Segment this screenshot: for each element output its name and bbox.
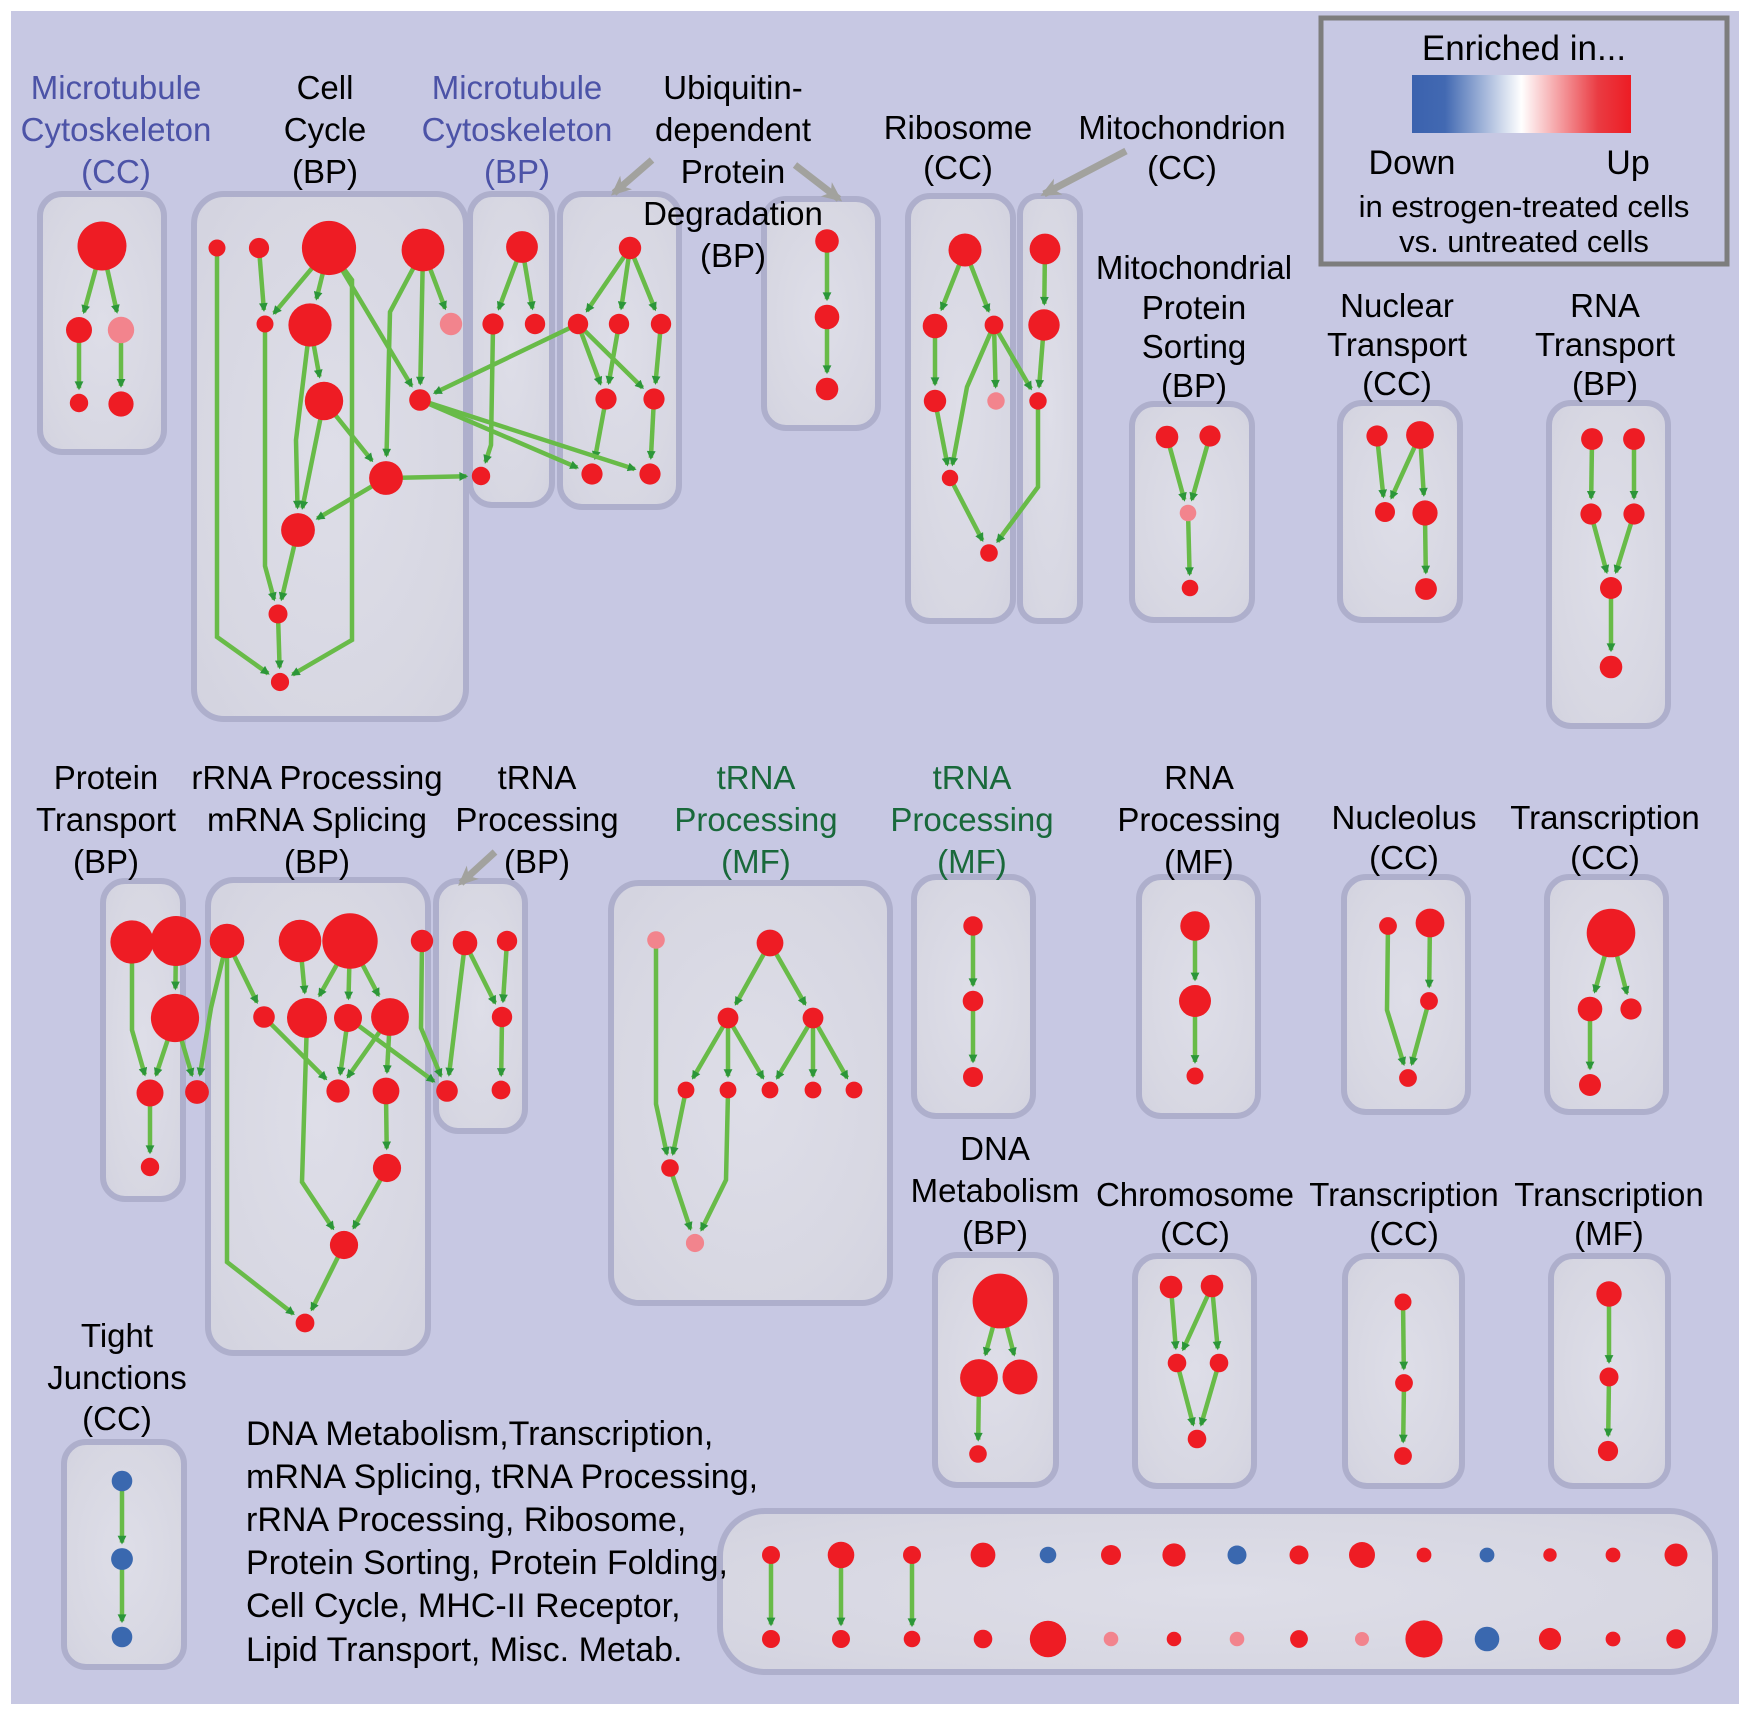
svg-text:Microtubule: Microtubule — [432, 69, 603, 106]
svg-text:(CC): (CC) — [1362, 365, 1432, 402]
svg-text:(CC): (CC) — [1369, 1215, 1439, 1252]
svg-text:Down: Down — [1369, 144, 1456, 182]
svg-text:DNA: DNA — [960, 1130, 1030, 1167]
svg-text:(MF): (MF) — [937, 843, 1007, 880]
svg-text:(BP): (BP) — [484, 153, 550, 190]
svg-text:Nuclear: Nuclear — [1340, 287, 1454, 324]
svg-text:(CC): (CC) — [82, 1400, 152, 1437]
svg-text:Mitochondrial: Mitochondrial — [1096, 249, 1292, 286]
svg-text:Transport: Transport — [1535, 326, 1675, 363]
svg-text:Transcription: Transcription — [1309, 1176, 1499, 1213]
svg-text:Sorting: Sorting — [1142, 328, 1247, 365]
svg-text:(BP): (BP) — [284, 843, 350, 880]
svg-text:(BP): (BP) — [73, 843, 139, 880]
svg-text:(MF): (MF) — [1574, 1215, 1644, 1252]
svg-text:tRNA: tRNA — [717, 759, 796, 796]
svg-text:vs. untreated cells: vs. untreated cells — [1399, 224, 1649, 259]
svg-text:tRNA: tRNA — [933, 759, 1012, 796]
svg-text:Processing: Processing — [1117, 801, 1280, 838]
svg-text:(BP): (BP) — [292, 153, 358, 190]
svg-text:Processing: Processing — [455, 801, 618, 838]
svg-text:(MF): (MF) — [1164, 843, 1234, 880]
svg-text:Cell: Cell — [297, 69, 354, 106]
svg-text:(CC): (CC) — [923, 149, 993, 186]
svg-text:Transport: Transport — [1327, 326, 1467, 363]
svg-text:Cytoskeleton: Cytoskeleton — [21, 111, 212, 148]
svg-text:(BP): (BP) — [1161, 367, 1227, 404]
svg-text:Microtubule: Microtubule — [31, 69, 202, 106]
svg-text:(MF): (MF) — [721, 843, 791, 880]
svg-text:Ribosome: Ribosome — [884, 109, 1033, 146]
svg-text:Protein: Protein — [1142, 289, 1247, 326]
svg-text:Protein: Protein — [681, 153, 786, 190]
svg-text:Metabolism: Metabolism — [911, 1172, 1080, 1209]
svg-text:Chromosome: Chromosome — [1096, 1176, 1294, 1213]
svg-text:(BP): (BP) — [1572, 365, 1638, 402]
svg-text:Mitochondrion: Mitochondrion — [1078, 109, 1285, 146]
svg-text:dependent: dependent — [655, 111, 811, 148]
svg-text:Nucleolus: Nucleolus — [1332, 799, 1477, 836]
svg-text:Cytoskeleton: Cytoskeleton — [422, 111, 613, 148]
svg-text:Cell Cycle, MHC-II Receptor,: Cell Cycle, MHC-II Receptor, — [246, 1587, 681, 1625]
svg-text:rRNA Processing, Ribosome,: rRNA Processing, Ribosome, — [246, 1501, 686, 1539]
svg-text:Processing: Processing — [890, 801, 1053, 838]
svg-text:(BP): (BP) — [504, 843, 570, 880]
svg-text:Tight: Tight — [81, 1317, 153, 1354]
svg-text:DNA Metabolism,Transcription,: DNA Metabolism,Transcription, — [246, 1415, 713, 1453]
svg-text:mRNA Splicing: mRNA Splicing — [207, 801, 427, 838]
svg-text:Degradation: Degradation — [643, 195, 823, 232]
svg-text:Protein Sorting, Protein Foldi: Protein Sorting, Protein Folding, — [246, 1544, 728, 1582]
svg-text:Up: Up — [1606, 144, 1649, 182]
svg-text:(CC): (CC) — [1369, 839, 1439, 876]
svg-text:(CC): (CC) — [1147, 149, 1217, 186]
svg-text:tRNA: tRNA — [498, 759, 577, 796]
svg-text:in estrogen-treated cells: in estrogen-treated cells — [1359, 189, 1690, 224]
svg-text:Lipid Transport, Misc. Metab.: Lipid Transport, Misc. Metab. — [246, 1631, 683, 1669]
svg-text:Transport: Transport — [36, 801, 176, 838]
svg-text:Ubiquitin-: Ubiquitin- — [663, 69, 802, 106]
svg-text:(BP): (BP) — [962, 1214, 1028, 1251]
svg-text:(BP): (BP) — [700, 237, 766, 274]
svg-text:RNA: RNA — [1164, 759, 1234, 796]
svg-text:Processing: Processing — [674, 801, 837, 838]
svg-text:Enriched in...: Enriched in... — [1422, 29, 1626, 68]
svg-text:Protein: Protein — [54, 759, 159, 796]
svg-text:Cycle: Cycle — [284, 111, 367, 148]
svg-text:Transcription: Transcription — [1514, 1176, 1704, 1213]
svg-text:Transcription: Transcription — [1510, 799, 1700, 836]
svg-text:(CC): (CC) — [1160, 1215, 1230, 1252]
svg-text:(CC): (CC) — [81, 153, 151, 190]
svg-text:RNA: RNA — [1570, 287, 1640, 324]
svg-text:rRNA Processing: rRNA Processing — [191, 759, 442, 796]
svg-text:mRNA Splicing, tRNA Processing: mRNA Splicing, tRNA Processing, — [246, 1458, 758, 1496]
svg-text:Junctions: Junctions — [47, 1359, 186, 1396]
svg-text:(CC): (CC) — [1570, 839, 1640, 876]
